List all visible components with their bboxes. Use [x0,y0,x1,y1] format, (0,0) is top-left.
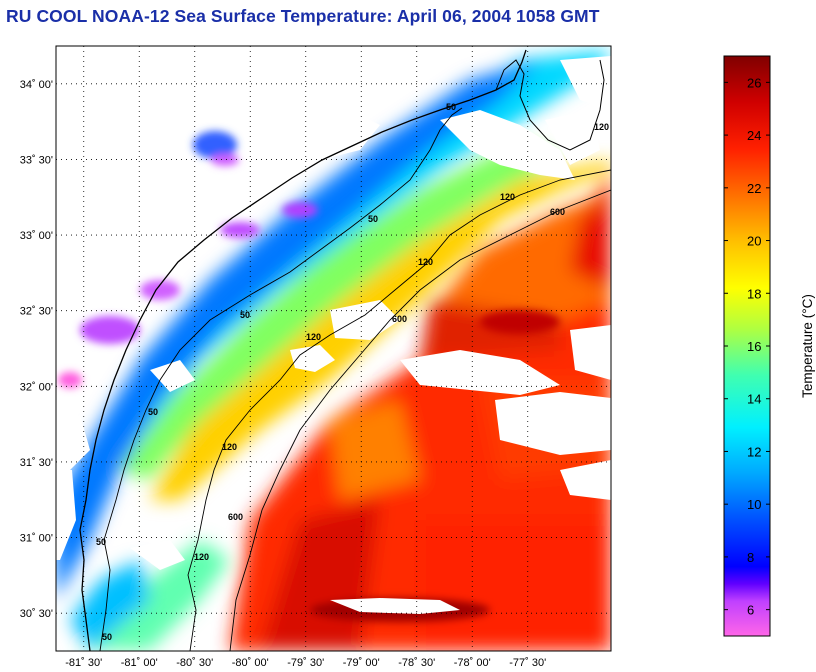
lat-tick-label-2: 33˚ 00' [20,230,53,242]
colorbar-tick-label-1: 8 [747,550,754,565]
lon-tick-label-1: -81˚ 00' [121,657,158,669]
graticule [56,46,611,651]
lon-tick-label-4: -79˚ 30' [287,657,324,669]
colorbar [723,55,771,637]
colorbar-tick-label-2: 10 [747,497,761,512]
isobath-label-50d: 50 [148,407,158,417]
lon-tick-label-6: -78˚ 30' [398,657,435,669]
lon-tick-label-8: -77˚ 30' [509,657,546,669]
coastline [79,49,527,651]
lat-tick-label-3: 32˚ 30' [20,306,53,318]
lat-tick-label-5: 31˚ 30' [20,457,53,469]
colorbar-tick-label-7: 20 [747,234,761,249]
map-frame [55,45,612,652]
isobath-label-120b: 120 [418,257,433,267]
isobath-label-600b: 600 [392,314,407,324]
lon-tick-label-5: -79˚ 00' [343,657,380,669]
lon-tick-label-2: -80˚ 30' [176,657,213,669]
colorbar-tick-label-6: 18 [747,286,761,301]
longitude-labels: -81˚ 30' -81˚ 00' -80˚ 30' -80˚ 00' -79˚ 30'… [65,657,546,669]
isobath-label-50b: 50 [368,214,378,224]
lat-tick-label-4: 32˚ 00' [20,381,53,393]
colorbar-tick-label-9: 24 [747,128,761,143]
isobath-labels: 50 50 50 50 50 50 120 120 120 120 120 60… [96,102,609,642]
lat-tick-label-6: 31˚ 00' [20,533,53,545]
colorbar-tick-label-0: 6 [747,603,754,618]
isobath-label-120f: 120 [594,122,609,132]
colorbar-tick-label-3: 12 [747,444,761,459]
lon-tick-label-3: -80˚ 00' [232,657,269,669]
lon-tick-label-0: -81˚ 30' [65,657,102,669]
sst-imagery: 50 50 50 50 50 50 120 120 120 120 120 60… [56,46,611,651]
isobath-label-120c: 120 [306,332,321,342]
colorbar-tick-label-4: 14 [747,392,761,407]
lon-tick-label-7: -78˚ 00' [454,657,491,669]
isobath-label-600a: 600 [550,207,565,217]
colorbar-label: Temperature (°C) [800,294,815,398]
isobath-label-50f: 50 [102,632,112,642]
map-title: RU COOL NOAA-12 Sea Surface Temperature:… [6,6,600,26]
isobath-label-120d: 120 [222,442,237,452]
cloud-mask [56,46,611,614]
colorbar-tick-label-5: 16 [747,339,761,354]
isobath-label-120e: 120 [194,552,209,562]
isobath-label-50e: 50 [96,537,106,547]
isobath-50 [99,107,463,651]
isobath-600 [229,189,611,651]
lat-tick-label-0: 34˚ 00' [20,79,53,91]
isobath-label-120a: 120 [500,192,515,202]
colorbar-ticks: 6 8 10 12 14 16 18 20 22 24 26 [724,75,770,618]
lat-tick-label-1: 33˚ 30' [20,154,53,166]
sound-outline [495,59,605,151]
isobath-label-50c: 50 [240,310,250,320]
isobath-label-50a: 50 [446,102,456,112]
isobath-label-600c: 600 [228,512,243,522]
colorbar-tick-label-8: 22 [747,181,761,196]
isobath-120 [187,169,611,651]
colorbar-tick-label-10: 26 [747,75,761,90]
lat-tick-label-7: 30˚ 30' [20,608,53,620]
latitude-labels: 34˚ 00' 33˚ 30' 33˚ 00' 32˚ 30' 32˚ 00' 31˚ 3… [20,79,53,620]
